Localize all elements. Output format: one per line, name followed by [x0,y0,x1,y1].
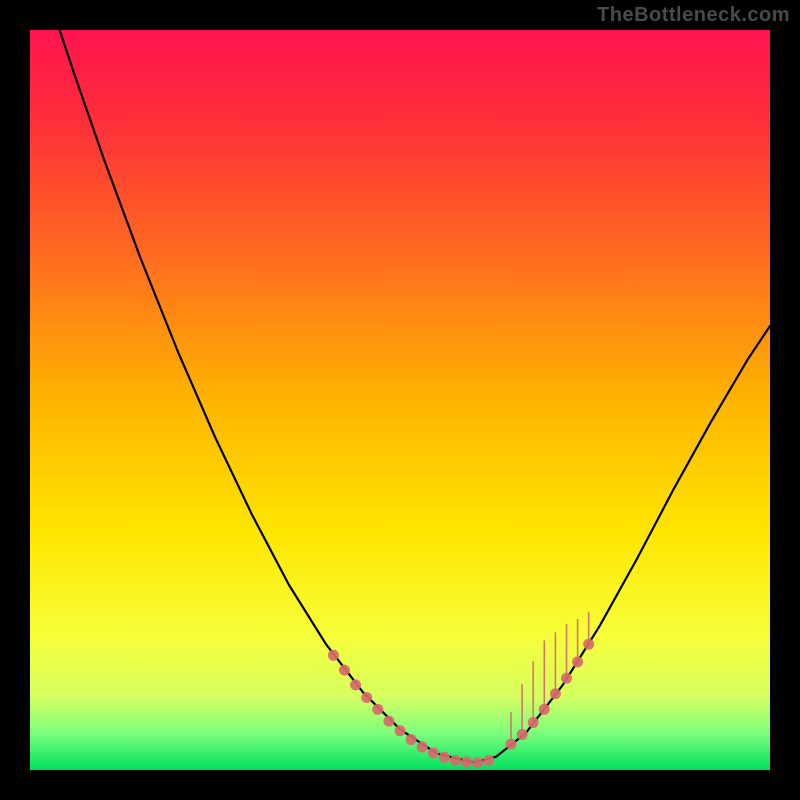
marker-left [361,692,372,703]
marker-left [406,734,417,745]
marker-right [528,717,539,728]
marker-left [339,665,350,676]
marker-left [428,747,439,758]
chart-frame: TheBottleneck.com [0,0,800,800]
marker-right [572,656,583,667]
marker-left [461,756,472,767]
marker-right [506,739,517,750]
marker-right [517,729,528,740]
marker-left [483,755,494,766]
marker-right [550,688,561,699]
marker-right [583,639,594,650]
marker-right [539,704,550,715]
marker-left [450,755,461,766]
marker-left [395,725,406,736]
marker-left [383,716,394,727]
marker-left [350,679,361,690]
marker-left [472,757,483,768]
marker-left [328,650,339,661]
marker-left [417,742,428,753]
plot-area [30,30,770,770]
gradient-background [30,30,770,770]
marker-right [561,673,572,684]
marker-left [439,752,450,763]
chart-svg [30,30,770,770]
marker-left [372,704,383,715]
watermark-text: TheBottleneck.com [597,4,790,27]
